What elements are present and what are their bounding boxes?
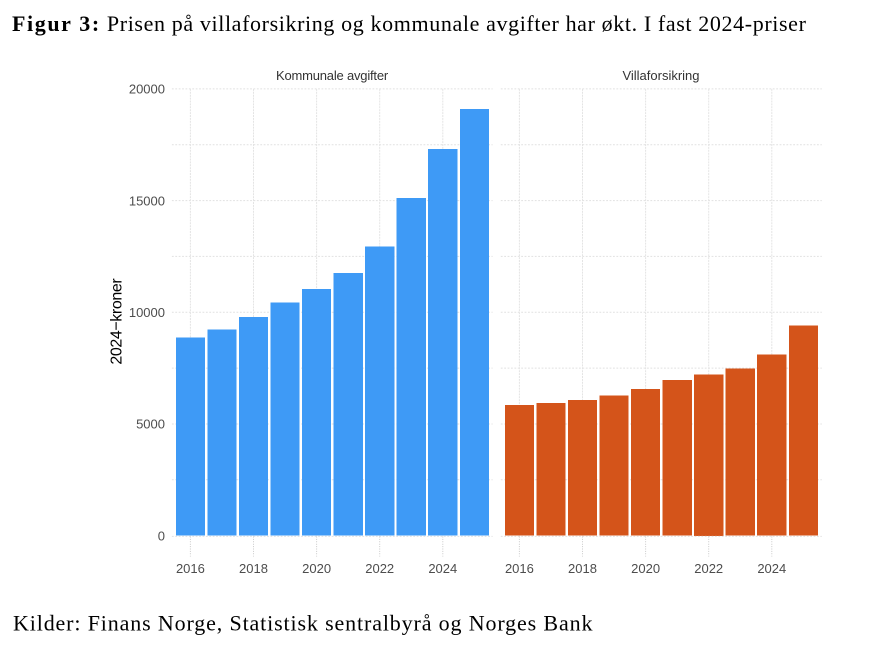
- svg-text:2018: 2018: [239, 561, 268, 576]
- svg-text:Kilder: Finans Norge, Statisti: Kilder: Finans Norge, Statistisk sentral…: [13, 610, 593, 635]
- svg-text:10000: 10000: [129, 305, 165, 320]
- svg-text:Figur 3: Prisen på villaforsik: Figur 3: Prisen på villaforsikring og ko…: [12, 11, 807, 36]
- svg-text:2022: 2022: [694, 561, 723, 576]
- svg-text:2020: 2020: [302, 561, 331, 576]
- svg-text:2024−kroner: 2024−kroner: [109, 278, 126, 365]
- svg-text:2016: 2016: [176, 561, 205, 576]
- svg-text:Villaforsikring: Villaforsikring: [622, 68, 699, 83]
- svg-text:2024: 2024: [757, 561, 786, 576]
- svg-text:15000: 15000: [129, 193, 165, 208]
- svg-text:2016: 2016: [505, 561, 534, 576]
- svg-text:Kommunale avgifter: Kommunale avgifter: [276, 68, 389, 83]
- svg-text:2020: 2020: [631, 561, 660, 576]
- svg-text:2024: 2024: [428, 561, 457, 576]
- svg-text:0: 0: [158, 528, 165, 543]
- svg-text:2022: 2022: [365, 561, 394, 576]
- svg-text:20000: 20000: [129, 82, 165, 97]
- svg-text:5000: 5000: [136, 417, 165, 432]
- svg-text:2018: 2018: [568, 561, 597, 576]
